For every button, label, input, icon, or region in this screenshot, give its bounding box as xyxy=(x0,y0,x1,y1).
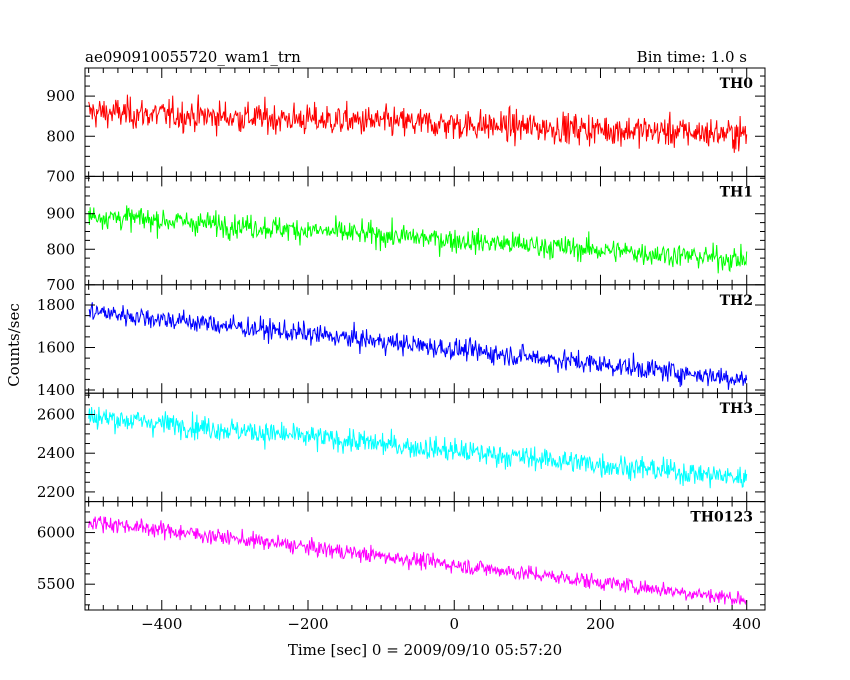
series-line-th3 xyxy=(88,406,748,489)
y-tick-label: 2400 xyxy=(37,444,75,462)
series-line-th0 xyxy=(88,94,748,153)
x-tick-label: −200 xyxy=(287,615,328,633)
panel-label-th2: TH2 xyxy=(720,293,753,309)
y-tick-label: 1800 xyxy=(37,296,75,314)
panel-label-th0123: TH0123 xyxy=(690,510,753,526)
y-tick-label: 700 xyxy=(46,167,75,185)
panel-label-th3: TH3 xyxy=(720,401,753,417)
panel-frame-th0123 xyxy=(84,501,766,611)
y-tick-label: 900 xyxy=(46,87,75,105)
y-axis-label: Counts/sec xyxy=(5,303,23,387)
panel-frame-th0 xyxy=(84,67,766,177)
y-tick-label: 700 xyxy=(46,276,75,294)
y-tick-label: 5500 xyxy=(37,575,75,593)
y-tick-label: 800 xyxy=(46,240,75,258)
chart-title: ae090910055720_wam1_trn xyxy=(85,48,301,66)
panel-label-th1: TH1 xyxy=(720,184,753,200)
panels-group: TH0 700 800 900 TH1 700 800 900 TH2 1400 1600 1800 T… xyxy=(37,67,766,633)
series-line-th0123 xyxy=(88,516,748,606)
x-tick-label: −400 xyxy=(141,615,182,633)
x-tick-label: 400 xyxy=(732,615,761,633)
panel-label-th0: TH0 xyxy=(720,76,754,92)
y-tick-label: 6000 xyxy=(37,524,75,542)
x-tick-label: 0 xyxy=(449,615,459,633)
y-tick-label: 2200 xyxy=(37,483,75,501)
y-tick-label: 900 xyxy=(46,205,75,223)
y-tick-label: 1400 xyxy=(37,381,75,399)
bin-time-label: Bin time: 1.0 s xyxy=(637,48,747,66)
y-tick-label: 800 xyxy=(46,127,75,145)
series-line-th1 xyxy=(88,205,748,274)
series-line-th2 xyxy=(88,302,748,390)
panel-frame-th1 xyxy=(84,175,766,286)
x-axis-label: Time [sec] 0 = 2009/09/10 05:57:20 xyxy=(288,641,562,659)
y-tick-label: 1600 xyxy=(37,339,75,357)
x-tick-label: 200 xyxy=(586,615,615,633)
y-tick-label: 2600 xyxy=(37,405,75,423)
